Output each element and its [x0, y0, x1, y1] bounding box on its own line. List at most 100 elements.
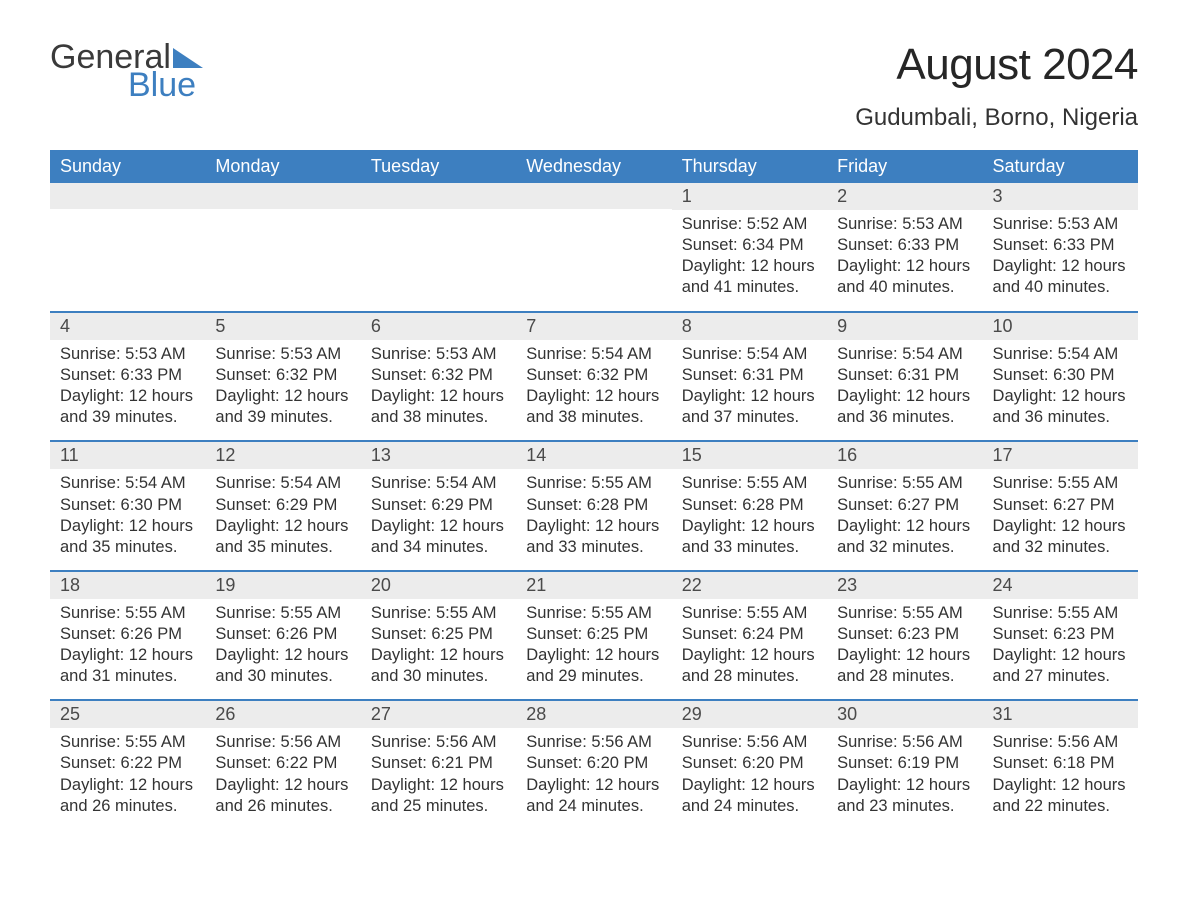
- sunrise-text: Sunrise: 5:53 AM: [993, 214, 1128, 235]
- day-cell: 31Sunrise: 5:56 AMSunset: 6:18 PMDayligh…: [983, 701, 1138, 828]
- day-number: 22: [672, 572, 827, 599]
- day-number: 27: [361, 701, 516, 728]
- day-number: 13: [361, 442, 516, 469]
- day-number: 21: [516, 572, 671, 599]
- day-number: 7: [516, 313, 671, 340]
- day-body: Sunrise: 5:55 AMSunset: 6:25 PMDaylight:…: [516, 599, 671, 699]
- day-number: 29: [672, 701, 827, 728]
- sunrise-text: Sunrise: 5:55 AM: [526, 603, 661, 624]
- sunrise-text: Sunrise: 5:56 AM: [837, 732, 972, 753]
- daylight-text: Daylight: 12 hours and 36 minutes.: [837, 386, 972, 428]
- day-number: 19: [205, 572, 360, 599]
- daylight-text: Daylight: 12 hours and 29 minutes.: [526, 645, 661, 687]
- day-cell: 6Sunrise: 5:53 AMSunset: 6:32 PMDaylight…: [361, 313, 516, 440]
- day-number: 5: [205, 313, 360, 340]
- day-body: Sunrise: 5:56 AMSunset: 6:20 PMDaylight:…: [672, 728, 827, 828]
- sunrise-text: Sunrise: 5:54 AM: [993, 344, 1128, 365]
- day-body: Sunrise: 5:55 AMSunset: 6:24 PMDaylight:…: [672, 599, 827, 699]
- brand-word-bottom: Blue: [128, 68, 203, 102]
- day-number: [50, 183, 205, 209]
- empty-day-cell: [516, 183, 671, 311]
- day-body: Sunrise: 5:56 AMSunset: 6:19 PMDaylight:…: [827, 728, 982, 828]
- day-cell: 17Sunrise: 5:55 AMSunset: 6:27 PMDayligh…: [983, 442, 1138, 569]
- title-block: August 2024 Gudumbali, Borno, Nigeria: [855, 40, 1138, 132]
- day-body: Sunrise: 5:53 AMSunset: 6:33 PMDaylight:…: [827, 210, 982, 310]
- day-cell: 30Sunrise: 5:56 AMSunset: 6:19 PMDayligh…: [827, 701, 982, 828]
- sunset-text: Sunset: 6:32 PM: [371, 365, 506, 386]
- daylight-text: Daylight: 12 hours and 27 minutes.: [993, 645, 1128, 687]
- daylight-text: Daylight: 12 hours and 30 minutes.: [215, 645, 350, 687]
- sunset-text: Sunset: 6:32 PM: [215, 365, 350, 386]
- day-body: Sunrise: 5:55 AMSunset: 6:23 PMDaylight:…: [827, 599, 982, 699]
- week-row: 4Sunrise: 5:53 AMSunset: 6:33 PMDaylight…: [50, 311, 1138, 440]
- daylight-text: Daylight: 12 hours and 35 minutes.: [60, 516, 195, 558]
- daylight-text: Daylight: 12 hours and 24 minutes.: [526, 775, 661, 817]
- weekday-header-cell: Tuesday: [361, 150, 516, 183]
- day-body: Sunrise: 5:54 AMSunset: 6:30 PMDaylight:…: [50, 469, 205, 569]
- day-body: [50, 209, 205, 225]
- daylight-text: Daylight: 12 hours and 41 minutes.: [682, 256, 817, 298]
- day-cell: 12Sunrise: 5:54 AMSunset: 6:29 PMDayligh…: [205, 442, 360, 569]
- sunset-text: Sunset: 6:20 PM: [526, 753, 661, 774]
- daylight-text: Daylight: 12 hours and 28 minutes.: [837, 645, 972, 687]
- sunset-text: Sunset: 6:28 PM: [682, 495, 817, 516]
- sunrise-text: Sunrise: 5:55 AM: [60, 732, 195, 753]
- day-number: 10: [983, 313, 1138, 340]
- sunset-text: Sunset: 6:33 PM: [60, 365, 195, 386]
- day-cell: 5Sunrise: 5:53 AMSunset: 6:32 PMDaylight…: [205, 313, 360, 440]
- sunrise-text: Sunrise: 5:54 AM: [526, 344, 661, 365]
- sunrise-text: Sunrise: 5:55 AM: [682, 603, 817, 624]
- sunrise-text: Sunrise: 5:54 AM: [837, 344, 972, 365]
- day-body: Sunrise: 5:54 AMSunset: 6:30 PMDaylight:…: [983, 340, 1138, 440]
- daylight-text: Daylight: 12 hours and 34 minutes.: [371, 516, 506, 558]
- daylight-text: Daylight: 12 hours and 26 minutes.: [215, 775, 350, 817]
- daylight-text: Daylight: 12 hours and 24 minutes.: [682, 775, 817, 817]
- sunset-text: Sunset: 6:25 PM: [526, 624, 661, 645]
- sunset-text: Sunset: 6:28 PM: [526, 495, 661, 516]
- brand-logo: General Blue: [50, 40, 203, 102]
- daylight-text: Daylight: 12 hours and 31 minutes.: [60, 645, 195, 687]
- sunrise-text: Sunrise: 5:52 AM: [682, 214, 817, 235]
- day-cell: 26Sunrise: 5:56 AMSunset: 6:22 PMDayligh…: [205, 701, 360, 828]
- calendar-table: SundayMondayTuesdayWednesdayThursdayFrid…: [50, 150, 1138, 829]
- day-number: 17: [983, 442, 1138, 469]
- day-number: 12: [205, 442, 360, 469]
- sunset-text: Sunset: 6:27 PM: [837, 495, 972, 516]
- daylight-text: Daylight: 12 hours and 40 minutes.: [993, 256, 1128, 298]
- month-title: August 2024: [855, 40, 1138, 90]
- day-body: Sunrise: 5:55 AMSunset: 6:28 PMDaylight:…: [516, 469, 671, 569]
- day-cell: 10Sunrise: 5:54 AMSunset: 6:30 PMDayligh…: [983, 313, 1138, 440]
- day-cell: 14Sunrise: 5:55 AMSunset: 6:28 PMDayligh…: [516, 442, 671, 569]
- day-body: Sunrise: 5:56 AMSunset: 6:22 PMDaylight:…: [205, 728, 360, 828]
- sunset-text: Sunset: 6:32 PM: [526, 365, 661, 386]
- sunset-text: Sunset: 6:30 PM: [993, 365, 1128, 386]
- sunrise-text: Sunrise: 5:53 AM: [371, 344, 506, 365]
- empty-day-cell: [205, 183, 360, 311]
- daylight-text: Daylight: 12 hours and 40 minutes.: [837, 256, 972, 298]
- day-number: 28: [516, 701, 671, 728]
- daylight-text: Daylight: 12 hours and 36 minutes.: [993, 386, 1128, 428]
- sunrise-text: Sunrise: 5:56 AM: [215, 732, 350, 753]
- day-number: 9: [827, 313, 982, 340]
- sunset-text: Sunset: 6:20 PM: [682, 753, 817, 774]
- daylight-text: Daylight: 12 hours and 22 minutes.: [993, 775, 1128, 817]
- day-cell: 22Sunrise: 5:55 AMSunset: 6:24 PMDayligh…: [672, 572, 827, 699]
- day-number: 8: [672, 313, 827, 340]
- day-cell: 19Sunrise: 5:55 AMSunset: 6:26 PMDayligh…: [205, 572, 360, 699]
- day-cell: 7Sunrise: 5:54 AMSunset: 6:32 PMDaylight…: [516, 313, 671, 440]
- sunset-text: Sunset: 6:33 PM: [993, 235, 1128, 256]
- day-number: 6: [361, 313, 516, 340]
- sunset-text: Sunset: 6:31 PM: [682, 365, 817, 386]
- day-body: Sunrise: 5:53 AMSunset: 6:32 PMDaylight:…: [205, 340, 360, 440]
- day-body: Sunrise: 5:53 AMSunset: 6:33 PMDaylight:…: [983, 210, 1138, 310]
- day-body: Sunrise: 5:56 AMSunset: 6:18 PMDaylight:…: [983, 728, 1138, 828]
- daylight-text: Daylight: 12 hours and 32 minutes.: [993, 516, 1128, 558]
- daylight-text: Daylight: 12 hours and 28 minutes.: [682, 645, 817, 687]
- daylight-text: Daylight: 12 hours and 37 minutes.: [682, 386, 817, 428]
- day-cell: 18Sunrise: 5:55 AMSunset: 6:26 PMDayligh…: [50, 572, 205, 699]
- day-body: Sunrise: 5:54 AMSunset: 6:31 PMDaylight:…: [827, 340, 982, 440]
- sunrise-text: Sunrise: 5:56 AM: [371, 732, 506, 753]
- day-cell: 29Sunrise: 5:56 AMSunset: 6:20 PMDayligh…: [672, 701, 827, 828]
- sunrise-text: Sunrise: 5:55 AM: [215, 603, 350, 624]
- sunrise-text: Sunrise: 5:55 AM: [682, 473, 817, 494]
